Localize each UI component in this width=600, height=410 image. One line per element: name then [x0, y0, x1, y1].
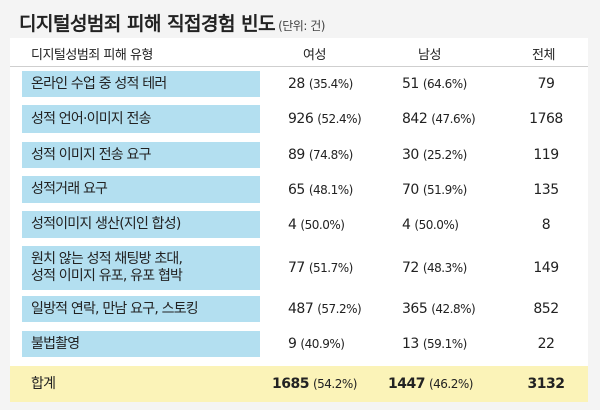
male-cell: 13 (59.1%): [402, 331, 467, 357]
male-cell: 70 (51.9%): [402, 176, 467, 203]
male-cell: 51 (64.6%): [402, 71, 467, 97]
total-cell: 1768: [529, 111, 563, 127]
male-cell: 72 (48.3%): [402, 246, 467, 290]
female-cell: 9 (40.9%): [288, 331, 345, 357]
table-row: 성적 이미지 전송 요구 89 (74.8%) 30 (25.2%) 119: [10, 142, 588, 168]
table-header: 디지털성범죄 피해 유형 여성 남성 전체: [10, 38, 588, 67]
male-pct: (47.6%): [431, 112, 476, 126]
female-count: 65: [288, 181, 305, 198]
female-count: 89: [288, 147, 305, 163]
total-female-pct: (54.2%): [312, 377, 357, 391]
total-label: 합계: [31, 375, 56, 392]
total-male-cell: 1447 (46.2%): [388, 366, 473, 402]
female-count: 28: [288, 76, 305, 92]
female-cell: 77 (51.7%): [288, 246, 353, 290]
male-cell: 4 (50.0%): [402, 211, 459, 238]
female-count: 77: [288, 260, 305, 276]
female-pct: (57.2%): [317, 302, 362, 316]
total-cell: 22: [537, 336, 555, 352]
header-type: 디지털성범죄 피해 유형: [31, 48, 153, 63]
table-row: 성적이미지 생산(지인 합성) 4 (50.0%) 4 (50.0%) 8: [10, 211, 588, 238]
male-count: 51: [402, 76, 419, 92]
title-text: 디지털성범죄 피해 직접경험 빈도: [19, 13, 276, 35]
total-cell: 8: [541, 216, 551, 233]
male-pct: (64.6%): [422, 77, 467, 91]
header-female: 여성: [303, 48, 326, 63]
female-pct: (74.8%): [308, 148, 353, 162]
row-label: 성적이미지 생산(지인 합성): [22, 211, 260, 238]
male-pct: (59.1%): [422, 337, 467, 351]
header-male: 남성: [418, 48, 441, 63]
female-cell: 28 (35.4%): [288, 71, 353, 97]
table-row: 온라인 수업 중 성적 테러 28 (35.4%) 51 (64.6%) 79: [10, 71, 588, 97]
table-row: 원치 않는 성적 채팅방 초대, 성적 이미지 유포, 유포 협박 77 (51.…: [10, 246, 588, 290]
male-cell: 30 (25.2%): [402, 142, 467, 168]
female-count: 9: [288, 336, 297, 352]
male-cell: 365 (42.8%): [402, 296, 476, 322]
male-pct: (51.9%): [422, 182, 467, 197]
total-cell: 79: [537, 76, 555, 92]
male-count: 365: [402, 301, 428, 317]
male-count: 13: [402, 336, 419, 352]
row-label: 불법촬영: [22, 331, 260, 357]
total-male-count: 1447: [388, 376, 425, 392]
female-cell: 487 (57.2%): [288, 296, 362, 322]
page-title: 디지털성범죄 피해 직접경험 빈도 (단위: 건): [19, 9, 325, 36]
row-label-line: 원치 않는 성적 채팅방 초대,: [31, 251, 183, 267]
female-cell: 4 (50.0%): [288, 211, 345, 238]
female-pct: (48.1%): [308, 182, 353, 197]
male-pct: (50.0%): [414, 217, 459, 232]
female-cell: 89 (74.8%): [288, 142, 353, 168]
male-count: 842: [402, 111, 428, 127]
total-female-cell: 1685 (54.2%): [272, 366, 357, 402]
row-label: 성적 이미지 전송 요구: [22, 142, 260, 168]
grand-total-cell: 3132: [527, 376, 565, 392]
unit-label: (단위: 건): [278, 19, 325, 33]
male-pct: (48.3%): [422, 261, 467, 275]
male-count: 70: [402, 181, 419, 198]
table-row: 성적거래 요구 65 (48.1%) 70 (51.9%) 135: [10, 176, 588, 203]
row-label: 일방적 연락, 만남 요구, 스토킹: [22, 296, 260, 322]
male-pct: (42.8%): [431, 302, 476, 316]
female-pct: (51.7%): [308, 261, 353, 275]
header-total: 전체: [532, 48, 555, 63]
female-pct: (40.9%): [300, 337, 345, 351]
male-count: 30: [402, 147, 419, 163]
female-pct: (35.4%): [308, 77, 353, 91]
female-cell: 65 (48.1%): [288, 176, 353, 203]
total-row: 합계 1685 (54.2%) 1447 (46.2%) 3132: [10, 366, 588, 402]
total-cell: 852: [533, 301, 559, 317]
total-cell: 135: [533, 181, 559, 198]
female-count: 4: [288, 216, 297, 233]
row-label: 온라인 수업 중 성적 테러: [22, 71, 260, 97]
row-label-line: 성적 이미지 유포, 유포 협박: [31, 268, 183, 284]
data-table: 디지털성범죄 피해 유형 여성 남성 전체 온라인 수업 중 성적 테러 28(…: [10, 38, 588, 402]
table-row: 성적 언어·이미지 전송 926 (52.4%) 842 (47.6%) 1768: [10, 105, 588, 133]
male-pct: (25.2%): [422, 148, 467, 162]
row-label: 성적거래 요구: [22, 176, 260, 203]
total-cell: 119: [533, 147, 559, 163]
female-pct: (52.4%): [317, 112, 362, 126]
female-cell: 926 (52.4%): [288, 105, 362, 133]
row-label: 성적 언어·이미지 전송: [22, 105, 260, 133]
male-count: 4: [402, 216, 411, 233]
male-count: 72: [402, 260, 419, 276]
table-row: 불법촬영 9 (40.9%) 13 (59.1%) 22: [10, 331, 588, 357]
total-female-count: 1685: [272, 376, 309, 392]
male-cell: 842 (47.6%): [402, 105, 476, 133]
total-male-pct: (46.2%): [428, 377, 473, 391]
female-count: 487: [288, 301, 314, 317]
total-cell: 149: [533, 260, 559, 276]
female-pct: (50.0%): [300, 217, 345, 232]
female-count: 926: [288, 111, 314, 127]
row-label: 원치 않는 성적 채팅방 초대, 성적 이미지 유포, 유포 협박: [22, 246, 260, 290]
table-row: 일방적 연락, 만남 요구, 스토킹 487 (57.2%) 365 (42.8%)…: [10, 296, 588, 322]
